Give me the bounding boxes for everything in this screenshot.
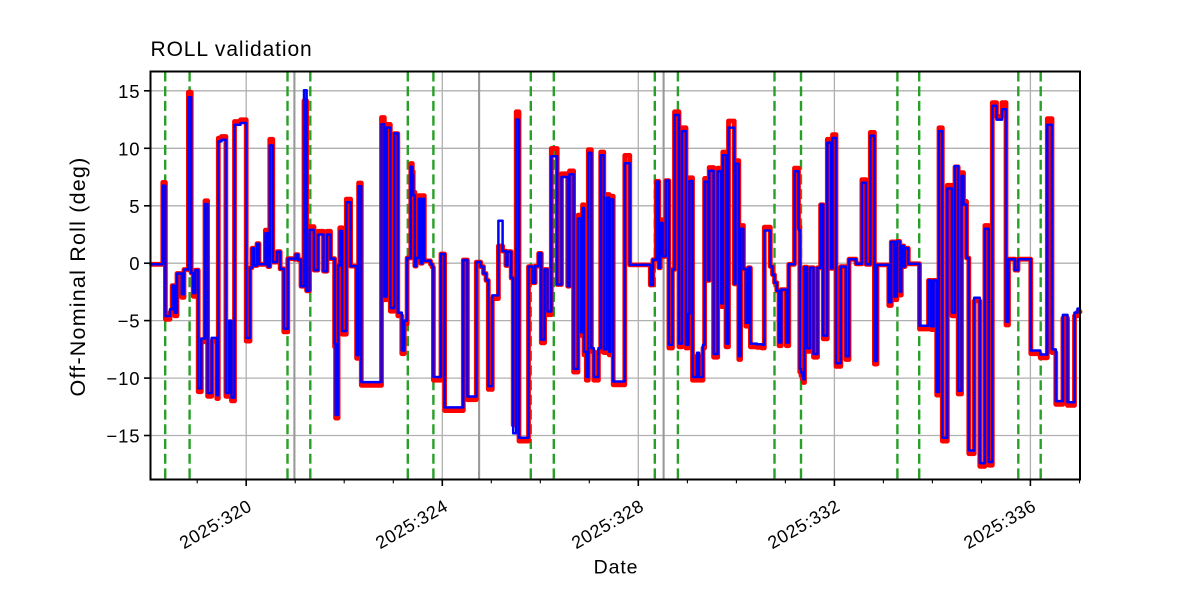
svg-text:Off-Nominal Roll (deg): Off-Nominal Roll (deg) [66,157,90,397]
svg-text:5: 5 [129,196,140,217]
svg-text:Date: Date [594,557,639,579]
svg-text:−15: −15 [106,426,140,447]
svg-text:−10: −10 [106,368,140,389]
svg-text:0: 0 [129,253,140,274]
svg-text:10: 10 [118,138,140,159]
svg-text:15: 15 [118,81,140,102]
svg-text:−5: −5 [118,311,141,332]
svg-text:ROLL validation: ROLL validation [151,38,313,61]
